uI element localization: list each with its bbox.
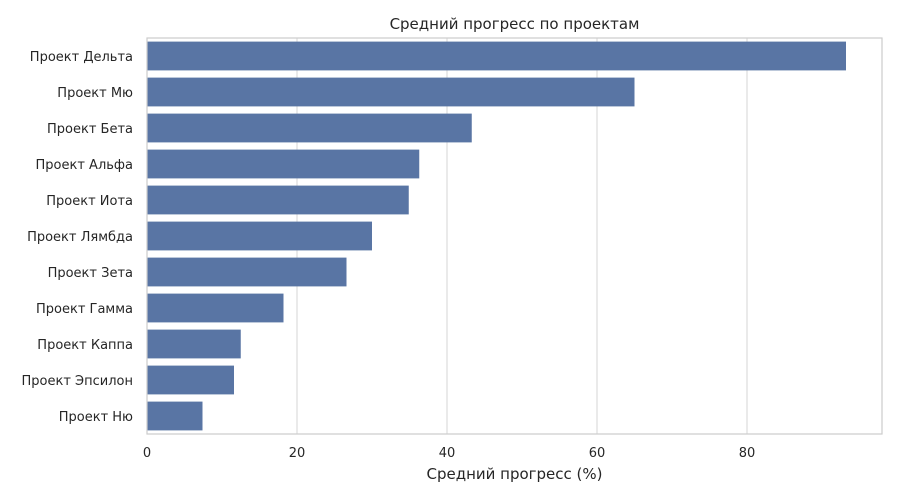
bar [147, 77, 635, 107]
bars [147, 41, 846, 431]
y-tick-label: Проект Зета [48, 266, 133, 281]
bar [147, 41, 846, 71]
x-tick-label: 60 [589, 446, 606, 461]
x-tick-label: 40 [439, 446, 456, 461]
bar [147, 365, 234, 395]
y-tick-label: Проект Каппа [37, 338, 133, 353]
y-tick-label: Проект Бета [47, 122, 133, 137]
y-tick-label: Проект Мю [57, 86, 133, 101]
bar [147, 113, 472, 143]
y-tick-label: Проект Дельта [30, 50, 133, 65]
y-tick-label: Проект Ню [59, 410, 133, 425]
bar [147, 401, 203, 431]
x-tick-label: 80 [739, 446, 756, 461]
x-axis-label: Средний прогресс (%) [426, 465, 602, 483]
bar [147, 293, 284, 323]
plot-frame [146, 37, 883, 435]
y-tick-labels: Проект Дельта Проект Мю Проект Бета Проект … [22, 50, 134, 425]
bar [147, 329, 241, 359]
y-tick-label: Проект Эпсилон [22, 374, 133, 389]
y-tick-label: Проект Альфа [36, 158, 133, 173]
bar [147, 149, 420, 179]
x-tick-labels: 0 20 40 60 80 [143, 446, 755, 461]
chart-title: Средний прогресс по проектам [390, 15, 640, 33]
bar [147, 221, 372, 251]
bar [147, 185, 409, 215]
bar [147, 257, 347, 287]
y-tick-label: Проект Лямбда [27, 230, 133, 245]
x-tick-label: 20 [289, 446, 306, 461]
y-tick-label: Проект Иота [46, 194, 133, 209]
y-tick-label: Проект Гамма [36, 302, 133, 317]
x-tick-label: 0 [143, 446, 151, 461]
